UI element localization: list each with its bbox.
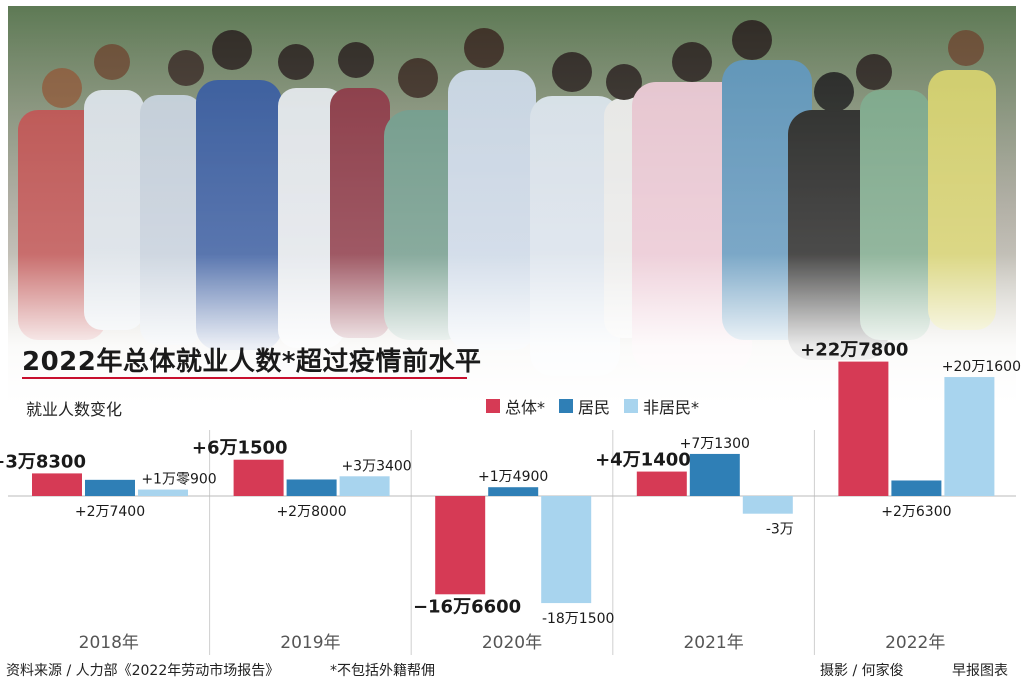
category-label-3: 2021年 <box>683 633 743 653</box>
bar-resident-1 <box>286 479 337 496</box>
data-label-resident-2: +1万4900 <box>478 469 548 485</box>
data-label-resident-4: +2万6300 <box>881 504 951 520</box>
legend-swatch-resident <box>559 399 574 413</box>
data-label-non-resident-0: +1万零900 <box>141 472 216 488</box>
data-label-non-resident-1: +3万3400 <box>341 458 411 474</box>
category-labels: 2018年 2019年 2020年 2021年 2022年 <box>79 633 946 653</box>
category-label-0: 2018年 <box>79 633 139 653</box>
data-label-total-2: −16万6600 <box>413 596 521 617</box>
legend-item-non-resident: 非居民* <box>624 394 699 418</box>
footnote: *不包括外籍帮佣 <box>330 663 435 679</box>
bar-non-resident-3 <box>742 496 793 514</box>
category-label-2: 2020年 <box>482 633 542 653</box>
bar-total-2 <box>435 496 486 595</box>
bar-total-0 <box>32 473 82 496</box>
data-label-total-0: +3万8300 <box>0 451 86 472</box>
bar-non-resident-2 <box>541 496 592 604</box>
bars <box>32 361 995 604</box>
legend-label-total: 总体* <box>505 398 546 417</box>
bar-total-4 <box>838 361 889 496</box>
data-label-non-resident-3: -3万 <box>766 522 794 538</box>
chart-title: 2022年总体就业人数*超过疫情前水平 <box>22 347 482 377</box>
data-label-total-4: +22万7800 <box>800 340 908 361</box>
bar-resident-4 <box>891 480 942 496</box>
year-dividers <box>209 430 815 655</box>
bar-total-1 <box>233 459 284 496</box>
bar-resident-3 <box>689 453 740 496</box>
data-labels: +3万8300 +2万7400 +1万零900 +6万1500 +2万8000 +3万34… <box>0 340 1021 627</box>
legend-label-resident: 居民 <box>578 398 611 417</box>
bar-non-resident-4 <box>944 377 995 496</box>
category-label-1: 2019年 <box>280 633 340 653</box>
source-note: 资料来源 / 人力部《2022年劳动市场报告》 <box>6 663 280 679</box>
data-label-non-resident-4: +20万1600 <box>942 359 1021 375</box>
legend-item-total: 总体* <box>486 394 545 418</box>
data-label-total-1: +6万1500 <box>192 438 288 459</box>
data-label-non-resident-2: -18万1500 <box>542 611 615 627</box>
publisher-label: 早报图表 <box>952 663 1008 679</box>
data-label-resident-1: +2万8000 <box>276 504 346 520</box>
legend: 总体* 居民 非居民* <box>486 394 699 418</box>
legend-item-resident: 居民 <box>559 394 610 418</box>
y-axis-label: 就业人数变化 <box>26 400 123 419</box>
bar-non-resident-0 <box>138 489 188 496</box>
legend-label-non-resident: 非居民* <box>643 398 700 417</box>
title-underline <box>22 377 467 379</box>
legend-swatch-non-resident <box>624 399 639 413</box>
data-label-resident-0: +2万7400 <box>75 504 145 520</box>
category-label-4: 2022年 <box>885 633 945 653</box>
bar-total-3 <box>636 471 687 496</box>
bar-non-resident-1 <box>339 476 390 496</box>
photo-credit: 摄影 / 何家俊 <box>820 663 904 679</box>
bar-resident-0 <box>85 479 135 496</box>
bar-resident-2 <box>488 487 539 496</box>
legend-swatch-total <box>486 399 500 413</box>
data-label-total-3: +4万1400 <box>595 450 691 471</box>
data-label-resident-3: +7万1300 <box>680 436 750 452</box>
